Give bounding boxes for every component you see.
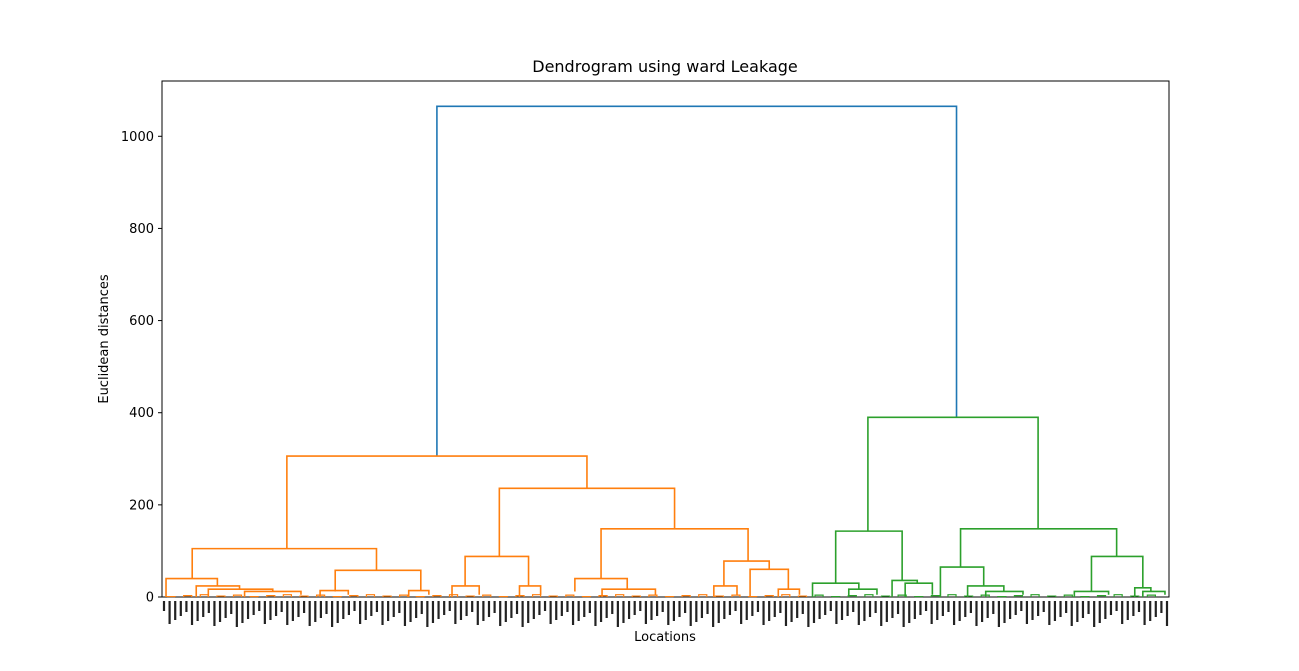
y-axis-label: Euclidean distances: [97, 274, 112, 403]
dendrogram-link-cluster_right: [891, 579, 919, 597]
dendrogram-link-cluster_left: [207, 588, 274, 597]
leaf-merge: [631, 595, 641, 597]
leaf-merge: [1113, 594, 1123, 597]
leaf-merge: [963, 595, 974, 597]
dendrogram-link-cluster_right: [959, 528, 1118, 568]
y-tick-label: 400: [129, 406, 154, 421]
leaf-merge: [980, 594, 990, 597]
leaf-merge: [814, 594, 824, 597]
dendrogram-link-cluster_right: [966, 585, 1005, 597]
y-tick-label: 200: [129, 498, 154, 513]
leaf-merge: [897, 594, 907, 597]
leaf-merge: [797, 595, 808, 597]
dendrogram-link-cluster_left: [243, 590, 302, 597]
leaf-merge: [781, 594, 791, 597]
dendrogram-link-cluster_left: [319, 589, 350, 597]
leaf-merge: [531, 594, 542, 597]
dendrogram-link-cluster_left: [777, 588, 801, 597]
leaf-merge: [1047, 595, 1057, 597]
y-axis: 0 200 400 600 800 1000: [121, 130, 162, 606]
dendrogram-link-cluster_left: [723, 560, 771, 586]
leaf-merge: [764, 595, 774, 597]
leaf-merge: [515, 595, 525, 597]
dendrogram-link-cluster_left: [713, 585, 738, 597]
x-axis-label: Locations: [634, 630, 696, 645]
dendrogram-link-cluster_left: [334, 569, 422, 592]
leaf-merge: [714, 595, 725, 597]
dendrogram-link-cluster_left: [165, 577, 219, 597]
dendrogram-link-cluster_right: [904, 582, 934, 597]
dendrogram-link-cluster_left: [601, 588, 657, 597]
leaf-merge: [847, 595, 857, 597]
dendrogram-link-cluster_left: [191, 547, 378, 579]
leaf-merge: [299, 595, 309, 597]
leaf-merge: [482, 594, 492, 597]
dendrogram-link-cluster_left: [464, 555, 530, 586]
leaf-merge: [282, 594, 292, 597]
dendrogram-link-cluster_right: [811, 582, 860, 597]
leaf-merge: [1030, 594, 1040, 597]
dendrogram-link-cluster_right: [1073, 590, 1110, 597]
leaf-merge: [315, 594, 326, 597]
dendrogram-link-cluster_right: [1090, 555, 1144, 592]
leaf-merge: [382, 595, 392, 597]
leaf-merge: [199, 594, 209, 597]
leaf-merge: [731, 594, 741, 597]
leaf-merge: [648, 594, 658, 597]
plot-frame: [161, 80, 1170, 598]
y-tick-label: 0: [146, 591, 154, 606]
leaf-merge: [1063, 594, 1073, 597]
dendrogram-link-cluster_right: [1142, 590, 1166, 597]
leaf-merge: [465, 595, 475, 597]
dendrogram-link-cluster_left: [451, 585, 481, 597]
leaf-merge: [349, 595, 359, 597]
dendrogram-link-cluster_right: [847, 588, 878, 597]
dendrogram-link-cluster_left: [286, 455, 588, 549]
dendrogram-link-cluster_right: [834, 530, 903, 584]
leaf-merge: [1146, 594, 1157, 597]
dendrogram-link-cluster_left: [498, 487, 676, 557]
leaf-merge: [598, 595, 608, 597]
leaf-merge: [1013, 595, 1024, 597]
dendrogram-link-cluster_left: [574, 577, 629, 592]
leaf-merge: [1130, 595, 1140, 597]
dendrogram-link-cluster_right: [867, 416, 1039, 532]
dendrogram-link-cluster_right: [939, 566, 985, 597]
dendrogram-link-root: [436, 105, 958, 457]
dendrogram-link-cluster_left: [600, 528, 749, 579]
leaf-labels: [162, 601, 1169, 627]
dendrogram-link-cluster_left: [407, 589, 430, 597]
leaf-merge: [365, 594, 376, 597]
dendrogram-link-cluster_left: [195, 585, 241, 597]
leaf-merge: [232, 594, 243, 597]
dendrogram-link-cluster_right: [1133, 586, 1152, 597]
leaf-merge: [930, 595, 941, 597]
leaf-merge: [565, 594, 575, 597]
leaf-merge: [216, 595, 226, 597]
y-tick-label: 800: [129, 222, 154, 237]
leaf-merge: [864, 594, 874, 597]
chart-title: Dendrogram using ward Leakage: [532, 57, 798, 76]
leaf-merge: [698, 594, 708, 597]
dendrogram-link-cluster_left: [518, 585, 542, 597]
leaf-merge: [947, 594, 957, 597]
leaf-merge: [1096, 595, 1107, 597]
y-tick-label: 600: [129, 314, 154, 329]
leaf-merge: [880, 595, 891, 597]
leaf-merge: [615, 594, 625, 597]
leaf-merge: [183, 595, 193, 597]
y-tick-label: 1000: [121, 130, 154, 145]
leaf-merge: [399, 594, 409, 597]
leaf-merge: [448, 594, 459, 597]
leaf-merge: [548, 595, 558, 597]
leaf-merge: [266, 595, 276, 597]
dendrogram-links: [165, 105, 1166, 598]
dendrogram-link-cluster_right: [984, 590, 1024, 597]
leaf-merge: [681, 595, 691, 597]
leaf-merge: [432, 595, 442, 597]
dendrogram-link-cluster_left: [749, 568, 790, 597]
